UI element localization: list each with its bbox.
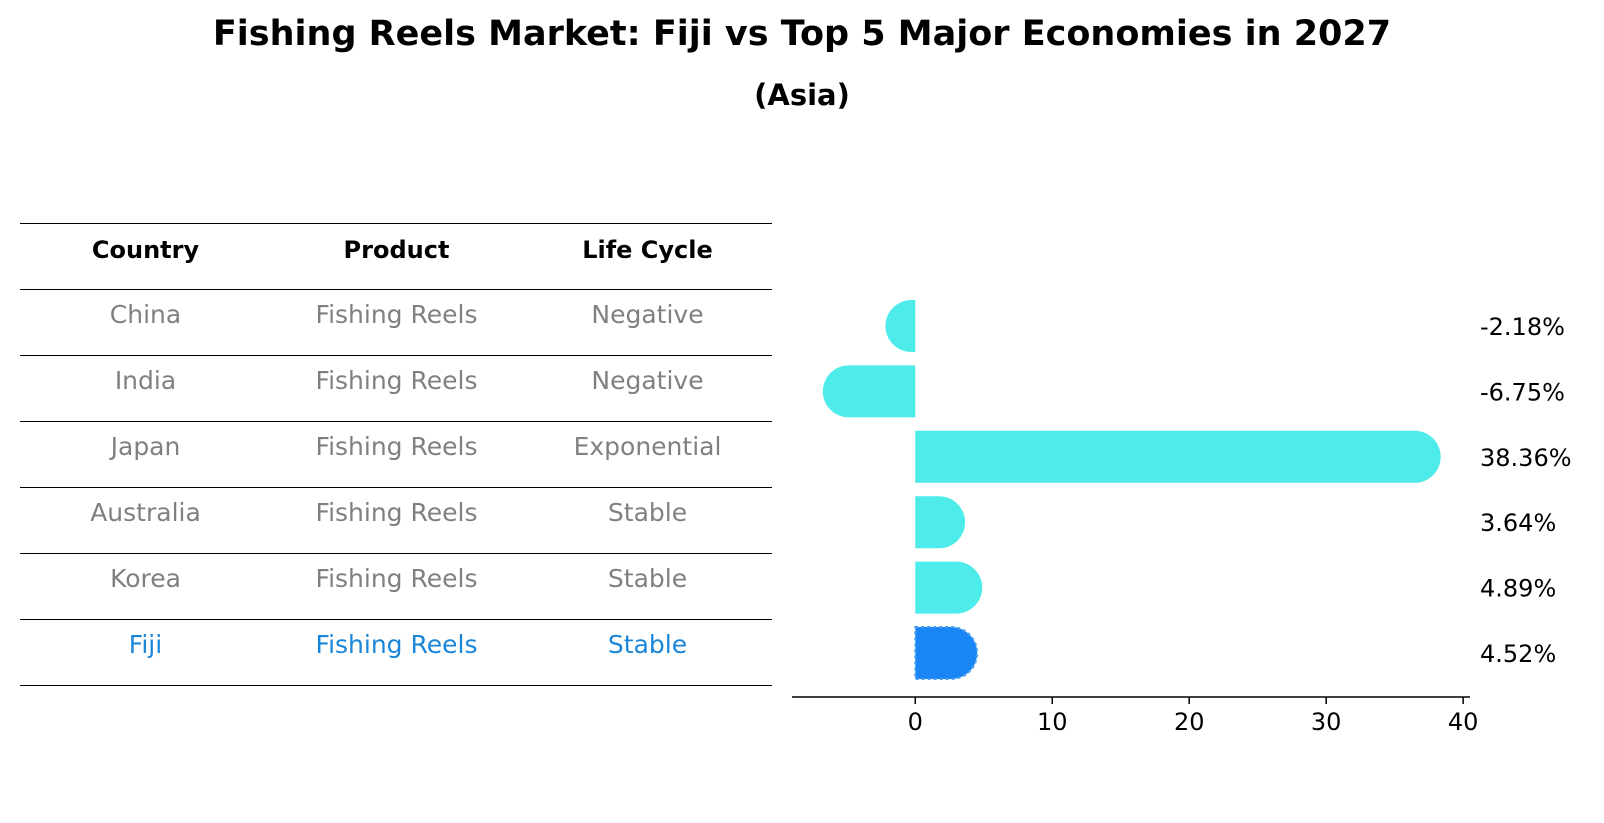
x-tick-label: 40	[1448, 708, 1479, 736]
value-label: 3.64%	[1480, 509, 1556, 537]
row-life-cycle: Negative	[591, 300, 704, 329]
table-rule	[20, 421, 772, 422]
row-country: China	[109, 300, 182, 329]
value-label: 4.89%	[1480, 575, 1556, 603]
table-rule	[20, 289, 772, 290]
header-product: Product	[343, 236, 450, 264]
row-life-cycle: Stable	[607, 498, 688, 527]
row-country: Australia	[90, 498, 201, 527]
row-life-cycle: Stable	[607, 564, 688, 593]
row-product: Fishing Reels	[315, 564, 478, 593]
table-rule	[20, 355, 772, 356]
row-life-cycle: Exponential	[573, 432, 722, 461]
row-product-highlight: Fishing Reels	[315, 630, 478, 659]
row-country: Korea	[110, 564, 181, 593]
chart-title: Fishing Reels Market: Fiji vs Top 5 Majo…	[212, 14, 1392, 54]
row-product: Fishing Reels	[315, 432, 478, 461]
table-rule	[20, 685, 772, 686]
row-life-cycle: Negative	[591, 366, 704, 395]
bar-japan	[915, 430, 1441, 483]
bar-india	[822, 365, 916, 418]
value-label: -6.75%	[1480, 378, 1565, 406]
bar-china	[885, 300, 916, 352]
row-country: India	[114, 366, 177, 395]
bar-korea	[915, 561, 983, 614]
bar-australia	[915, 496, 966, 549]
header-life-cycle: Life Cycle	[582, 236, 713, 264]
value-label: 38.36%	[1480, 444, 1572, 472]
value-label: 4.52%	[1480, 640, 1556, 668]
x-tick-label: 20	[1174, 708, 1205, 736]
row-country-highlight: Fiji	[128, 630, 163, 659]
row-product: Fishing Reels	[315, 498, 478, 527]
bar-fiji	[914, 626, 979, 680]
row-product: Fishing Reels	[315, 366, 478, 395]
table-rule	[20, 553, 772, 554]
row-product: Fishing Reels	[315, 300, 478, 329]
x-tick-label: 10	[1037, 708, 1068, 736]
chart-subtitle: (Asia)	[754, 78, 850, 112]
row-life-cycle-highlight: Stable	[607, 630, 688, 659]
x-tick-label: 30	[1311, 708, 1342, 736]
table-rule	[20, 487, 772, 488]
x-tick-label: 0	[908, 708, 923, 736]
row-country: Japan	[110, 432, 181, 461]
table-rule	[20, 619, 772, 620]
value-label: -2.18%	[1480, 313, 1565, 341]
header-country: Country	[91, 236, 200, 264]
table-rule	[20, 223, 772, 224]
